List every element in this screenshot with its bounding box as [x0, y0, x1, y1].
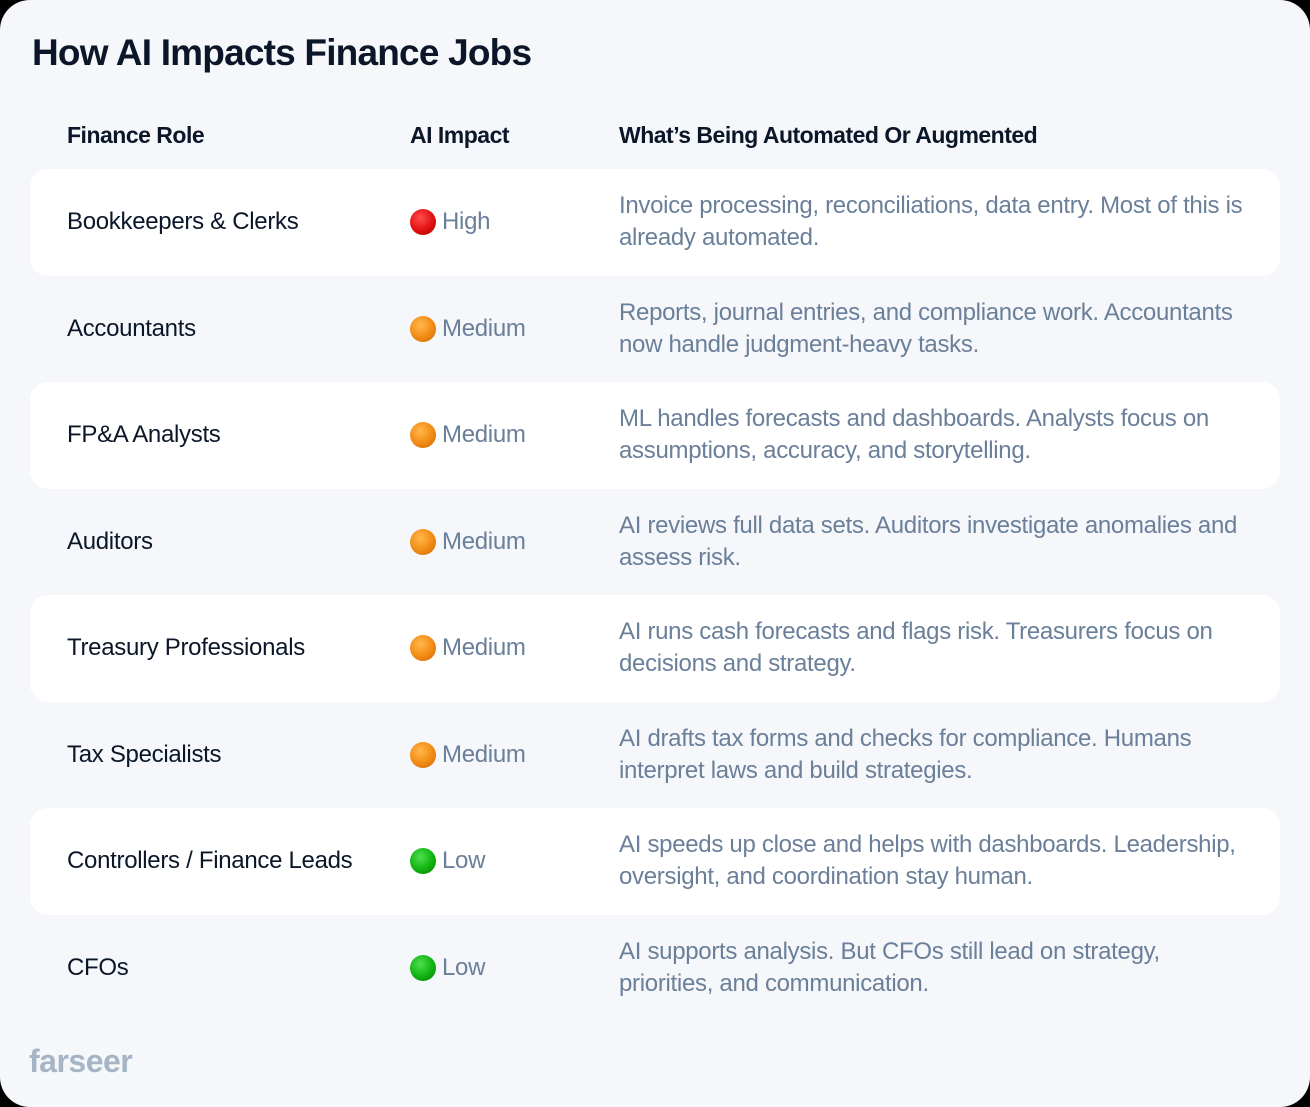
description-cell: AI supports analysis. But CFOs still lea…: [619, 937, 1160, 997]
impact-cell: Medium: [410, 634, 526, 662]
description-cell: Reports, journal entries, and compliance…: [619, 298, 1233, 358]
table-row: Bookkeepers & Clerks High Invoice proces…: [30, 169, 1280, 276]
impact-cell: Low: [410, 954, 485, 982]
role-cell: Auditors: [67, 527, 153, 555]
role-cell: Controllers / Finance Leads: [67, 847, 353, 875]
role-cell: CFOs: [67, 953, 129, 981]
impact-cell: Medium: [410, 315, 526, 343]
impact-label: Low: [442, 847, 486, 875]
header-finance-role: Finance Role: [67, 122, 205, 148]
header-ai-impact: AI Impact: [410, 122, 510, 148]
orange-circle-icon: [410, 741, 436, 768]
impact-label: High: [442, 208, 491, 236]
impact-label: Medium: [442, 421, 526, 449]
table-row: Tax Specialists Medium AI drafts tax for…: [30, 702, 1280, 809]
green-circle-icon: [410, 848, 436, 875]
impact-cell: Low: [410, 847, 485, 875]
red-circle-icon: [410, 209, 436, 236]
page-title: How AI Impacts Finance Jobs: [32, 32, 532, 73]
table-row: FP&A Analysts Medium ML handles forecast…: [30, 382, 1280, 489]
description-cell: AI drafts tax forms and checks for compl…: [619, 724, 1192, 784]
description-cell: AI reviews full data sets. Auditors inve…: [619, 511, 1238, 571]
orange-circle-icon: [410, 635, 436, 662]
impact-label: Low: [442, 953, 486, 981]
table-row: Accountants Medium Reports, journal entr…: [30, 276, 1280, 383]
impact-label: Medium: [442, 527, 526, 555]
role-cell: FP&A Analysts: [67, 421, 221, 449]
table-body: Bookkeepers & Clerks High Invoice proces…: [30, 169, 1280, 1021]
table-row: Controllers / Finance Leads Low AI speed…: [30, 808, 1280, 915]
header-automated-augmented: What’s Being Automated Or Augmented: [619, 122, 1038, 148]
impact-label: Medium: [442, 634, 526, 662]
impact-cell: High: [410, 208, 490, 236]
impact-cell: Medium: [410, 741, 526, 769]
orange-circle-icon: [410, 315, 436, 342]
orange-circle-icon: [410, 422, 436, 449]
description-cell: AI runs cash forecasts and flags risk. T…: [619, 618, 1213, 678]
farseer-logo: farseer: [29, 1043, 133, 1079]
table-row: CFOs Low AI supports analysis. But CFOs …: [30, 915, 1280, 1022]
table-row: Treasury Professionals Medium AI runs ca…: [30, 595, 1280, 702]
role-cell: Bookkeepers & Clerks: [67, 208, 299, 236]
impact-label: Medium: [442, 314, 526, 342]
orange-circle-icon: [410, 528, 436, 555]
description-cell: AI speeds up close and helps with dashbo…: [619, 831, 1236, 891]
role-cell: Accountants: [67, 314, 196, 342]
role-cell: Treasury Professionals: [67, 634, 305, 662]
description-cell: Invoice processing, reconciliations, dat…: [619, 192, 1243, 252]
table-header: Finance Role AI Impact What’s Being Auto…: [0, 122, 1310, 154]
impact-cell: Medium: [410, 528, 526, 556]
green-circle-icon: [410, 954, 436, 981]
impact-label: Medium: [442, 740, 526, 768]
table-row: Auditors Medium AI reviews full data set…: [30, 489, 1280, 596]
description-cell: ML handles forecasts and dashboards. Ana…: [619, 405, 1209, 465]
role-cell: Tax Specialists: [67, 740, 222, 768]
impact-cell: Medium: [410, 421, 526, 449]
